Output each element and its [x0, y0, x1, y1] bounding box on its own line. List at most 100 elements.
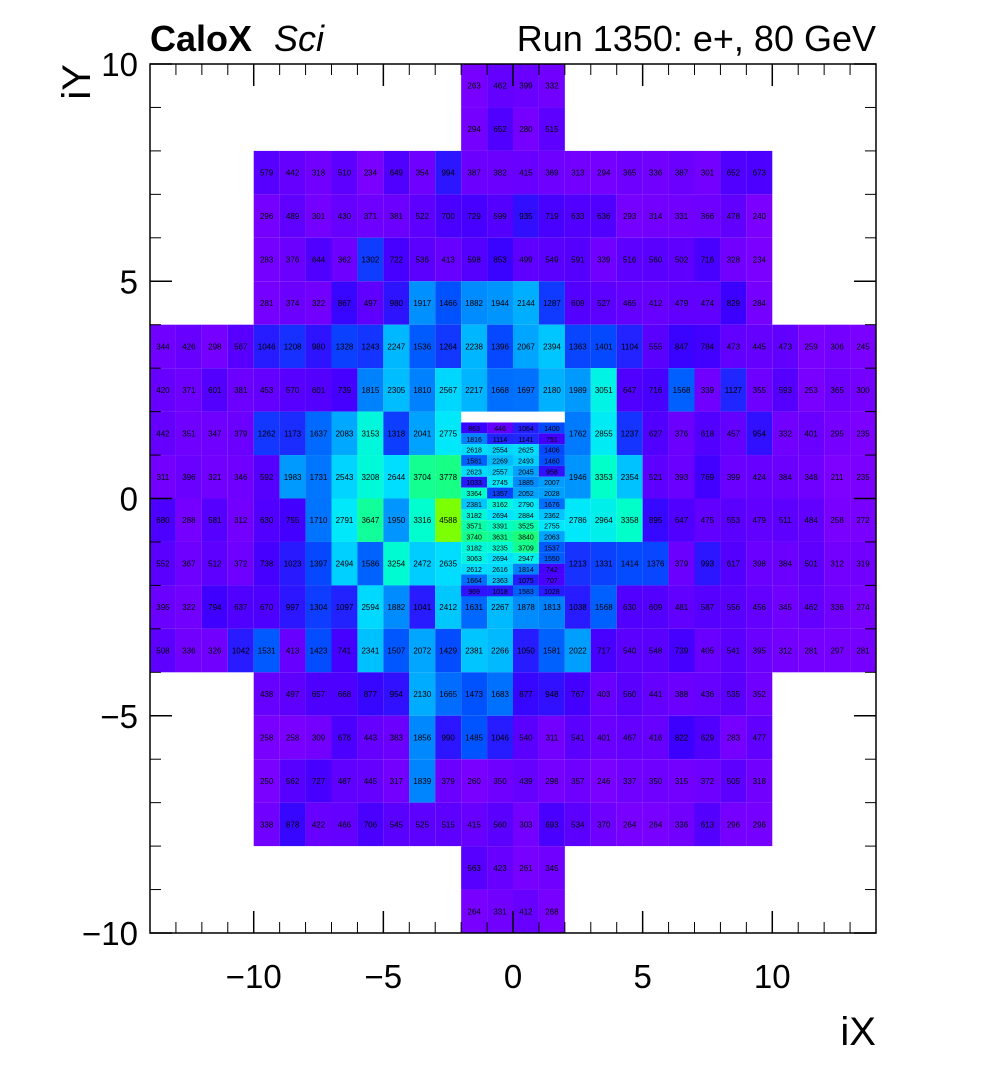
cell-value-label: 769: [701, 473, 715, 482]
heatmap-cell: [409, 150, 436, 195]
heatmap-fine-cell: [461, 444, 488, 456]
fine-cell-value-label: 1400: [544, 426, 560, 433]
heatmap-cell: [720, 411, 747, 456]
heatmap-cell: [590, 759, 617, 803]
cell-value-label: 339: [597, 256, 611, 265]
cell-value-label: 553: [727, 516, 741, 525]
heatmap-cell: [461, 194, 488, 238]
cell-value-label: 416: [649, 733, 663, 742]
cell-value-label: 371: [182, 386, 196, 395]
cell-value-label: 1473: [465, 690, 483, 699]
heatmap-cell: [850, 628, 876, 673]
heatmap-cell: [383, 715, 410, 760]
heatmap-fine-cell: [487, 509, 513, 521]
heatmap-cell: [590, 411, 617, 456]
cell-value-label: 465: [623, 299, 637, 308]
heatmap-cell: [409, 455, 436, 499]
cell-value-label: 980: [312, 342, 326, 351]
x-tick-label: −10: [226, 958, 282, 995]
cell-value-label: 1097: [336, 603, 354, 612]
cell-value-label: 387: [467, 169, 481, 178]
heatmap-cell: [227, 455, 254, 499]
cell-value-label: 601: [208, 386, 222, 395]
cell-value-label: 512: [208, 560, 222, 569]
heatmap-cell: [201, 498, 228, 542]
cell-value-label: 1882: [465, 299, 483, 308]
cell-value-label: 479: [675, 299, 689, 308]
cell-value-label: 579: [260, 169, 274, 178]
fine-cell-value-label: 3631: [492, 535, 508, 542]
cell-value-label: 403: [597, 690, 611, 699]
heatmap-cell: [150, 411, 176, 456]
heatmap-cell: [253, 541, 280, 586]
fine-cell-value-label: 3525: [518, 524, 534, 531]
heatmap-cell: [746, 455, 773, 499]
cell-value-label: 552: [156, 560, 170, 569]
cell-value-label: 2305: [387, 386, 405, 395]
cell-value-label: 633: [571, 212, 585, 221]
cell-value-label: 1213: [569, 560, 587, 569]
heatmap-cell: [720, 455, 747, 499]
cell-value-label: 312: [830, 560, 844, 569]
cell-value-label: 2644: [387, 473, 405, 482]
heatmap-cell: [538, 150, 565, 195]
heatmap-cell: [331, 411, 358, 456]
heatmap-cell: [331, 672, 358, 716]
heatmap-cell: [850, 455, 876, 499]
cell-value-label: 3051: [595, 386, 613, 395]
cell-value-label: 3316: [413, 516, 431, 525]
heatmap-cell: [564, 150, 591, 195]
heatmap-cell: [175, 585, 202, 629]
heatmap-fine-cell: [461, 455, 488, 466]
heatmap-cell: [513, 846, 539, 890]
heatmap-fine-cell: [461, 422, 488, 434]
cell-value-label: 2543: [336, 473, 354, 482]
heatmap-cell: [383, 194, 410, 238]
heatmap-cell: [642, 324, 669, 369]
heatmap-fine-cell: [538, 585, 565, 597]
heatmap-cell: [824, 628, 851, 673]
heatmap-cell: [642, 150, 669, 195]
cell-value-label: 673: [753, 169, 767, 178]
cell-value-label: 2635: [439, 560, 457, 569]
cell-value-label: 484: [804, 516, 818, 525]
heatmap-cell: [564, 368, 591, 412]
heatmap-cell: [383, 281, 410, 325]
heatmap-cell: [590, 672, 617, 716]
heatmap-fine-cell: [461, 585, 488, 597]
cell-value-label: 424: [753, 473, 767, 482]
cell-value-label: 383: [390, 733, 404, 742]
heatmap-cell: [331, 281, 358, 325]
heatmap-cell: [305, 237, 332, 282]
heatmap-cell: [668, 324, 695, 369]
cell-value-label: 489: [286, 212, 300, 221]
cell-value-label: 630: [260, 516, 274, 525]
heatmap-cell: [150, 324, 176, 369]
cell-value-label: 420: [156, 386, 170, 395]
cell-value-label: 367: [182, 560, 196, 569]
cell-value-label: 388: [675, 690, 689, 699]
y-tick-label: 0: [120, 481, 138, 518]
heatmap-cell: [279, 237, 306, 282]
cell-value-label: 396: [182, 473, 196, 482]
cell-value-label: 993: [701, 560, 715, 569]
cell-value-label: 274: [856, 603, 870, 612]
cell-value-label: 729: [467, 212, 481, 221]
cell-value-label: 637: [234, 603, 248, 612]
cell-value-label: 599: [493, 212, 507, 221]
fine-cell-value-label: 1583: [518, 589, 534, 596]
cell-value-label: 1050: [517, 647, 535, 656]
heatmap-cell: [642, 585, 669, 629]
cell-value-label: 1697: [517, 386, 535, 395]
cell-value-label: 629: [701, 733, 715, 742]
heatmap-cell: [720, 585, 747, 629]
cell-value-label: 371: [364, 212, 378, 221]
heatmap-cell: [461, 759, 488, 803]
heatmap-cell: [357, 802, 384, 847]
heatmap-cell: [175, 498, 202, 542]
fine-cell-value-label: 1018: [492, 589, 508, 596]
heatmap-cell: [564, 715, 591, 760]
heatmap-cell: [461, 846, 488, 890]
cell-value-label: 540: [519, 733, 533, 742]
heatmap-cell: [279, 324, 306, 369]
